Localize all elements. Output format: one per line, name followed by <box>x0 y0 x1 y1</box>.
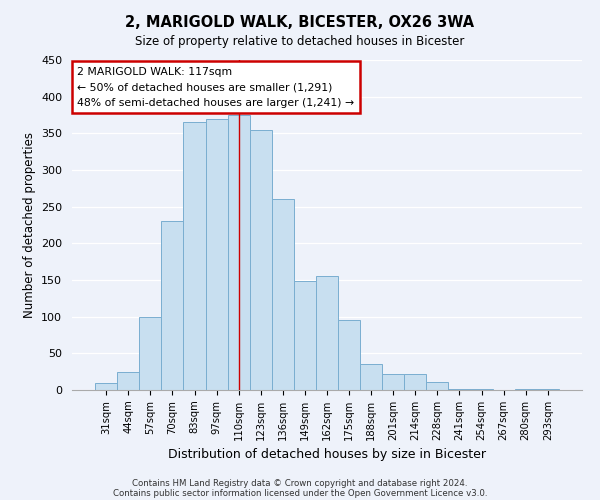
Bar <box>382 374 404 390</box>
Bar <box>206 118 227 390</box>
Bar <box>272 200 294 390</box>
Bar <box>316 276 338 390</box>
Bar <box>227 115 250 390</box>
Text: Contains public sector information licensed under the Open Government Licence v3: Contains public sector information licen… <box>113 490 487 498</box>
Bar <box>338 320 360 390</box>
Bar <box>250 130 272 390</box>
Bar <box>117 372 139 390</box>
Text: Contains HM Land Registry data © Crown copyright and database right 2024.: Contains HM Land Registry data © Crown c… <box>132 478 468 488</box>
Text: 2, MARIGOLD WALK, BICESTER, OX26 3WA: 2, MARIGOLD WALK, BICESTER, OX26 3WA <box>125 15 475 30</box>
Text: 2 MARIGOLD WALK: 117sqm
← 50% of detached houses are smaller (1,291)
48% of semi: 2 MARIGOLD WALK: 117sqm ← 50% of detache… <box>77 66 354 108</box>
Bar <box>161 222 184 390</box>
Bar <box>404 374 427 390</box>
Y-axis label: Number of detached properties: Number of detached properties <box>23 132 35 318</box>
Bar <box>95 382 117 390</box>
Bar <box>360 364 382 390</box>
X-axis label: Distribution of detached houses by size in Bicester: Distribution of detached houses by size … <box>168 448 486 462</box>
Bar <box>294 282 316 390</box>
Bar <box>448 388 470 390</box>
Bar <box>139 316 161 390</box>
Text: Size of property relative to detached houses in Bicester: Size of property relative to detached ho… <box>136 35 464 48</box>
Bar <box>427 382 448 390</box>
Bar <box>184 122 206 390</box>
